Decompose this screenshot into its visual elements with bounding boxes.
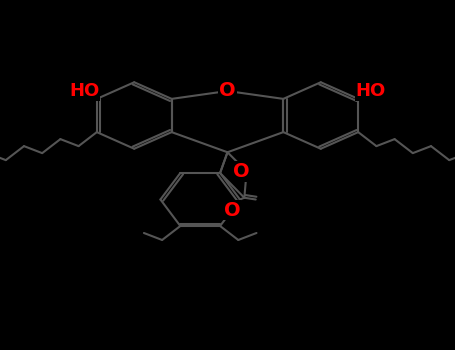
Text: O: O (233, 162, 249, 181)
Text: HO: HO (356, 82, 386, 100)
Text: O: O (219, 82, 236, 100)
Text: HO: HO (69, 82, 99, 100)
Text: HO: HO (69, 82, 99, 100)
Text: O: O (224, 201, 240, 219)
Text: HO: HO (356, 82, 386, 100)
